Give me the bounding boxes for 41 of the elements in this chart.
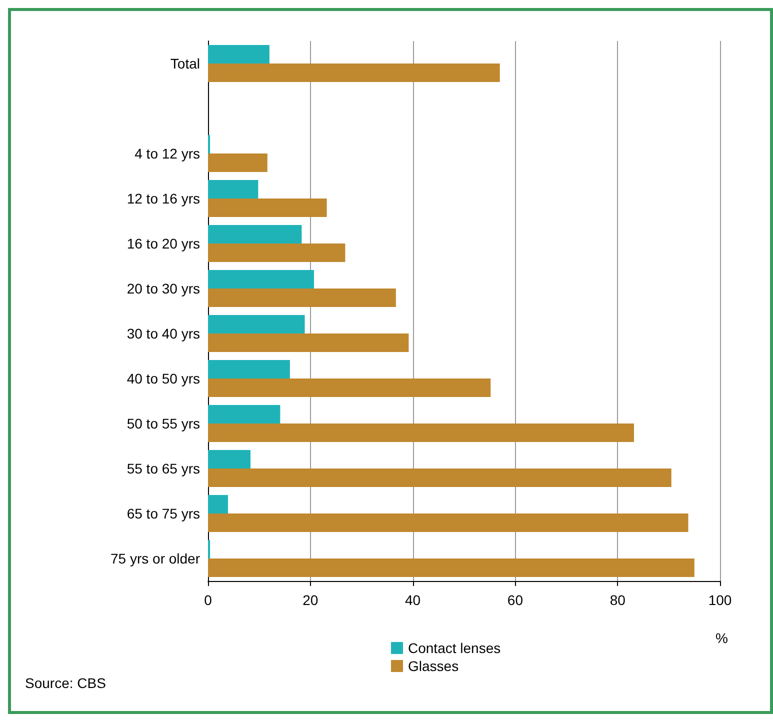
bar <box>208 244 346 262</box>
bar <box>208 468 672 487</box>
bar <box>208 334 409 352</box>
y-tick-label: 65 to 75 yrs <box>126 506 200 522</box>
bar <box>208 154 268 172</box>
bar <box>208 424 634 442</box>
x-axis-title: % <box>716 630 728 646</box>
legend-label: Glasses <box>408 658 459 674</box>
bar <box>208 180 258 198</box>
x-tick-label: 20 <box>302 592 318 608</box>
y-tick-label: 20 to 30 yrs <box>126 280 200 296</box>
bar <box>208 558 694 577</box>
bar <box>208 270 314 288</box>
bar <box>208 315 305 334</box>
bar <box>208 198 327 217</box>
y-tick-label: 75 yrs or older <box>110 550 200 566</box>
y-tick-label: 30 to 40 yrs <box>126 326 200 342</box>
bar <box>208 45 270 64</box>
y-tick-label: 55 to 65 yrs <box>126 460 200 476</box>
x-tick-label: 100 <box>708 592 732 608</box>
legend-label: Contact lenses <box>408 640 501 656</box>
bar <box>208 450 250 468</box>
bar <box>208 225 302 244</box>
x-tick-label: 60 <box>507 592 524 608</box>
x-tick-label: 0 <box>204 592 212 608</box>
y-tick-label: 50 to 55 yrs <box>126 416 200 432</box>
bar <box>208 514 688 532</box>
bar <box>208 360 290 378</box>
bar <box>208 288 396 307</box>
bar <box>208 378 491 397</box>
bar <box>208 405 280 424</box>
x-tick-label: 40 <box>405 592 421 608</box>
y-tick-label: 12 to 16 yrs <box>126 190 200 206</box>
source-note: Source: CBS <box>25 675 106 691</box>
x-tick-label: 80 <box>610 592 626 608</box>
y-tick-label: 16 to 20 yrs <box>126 236 200 252</box>
y-tick-label: Total <box>170 56 200 72</box>
y-tick-label: 4 to 12 yrs <box>134 146 200 162</box>
bar <box>208 495 228 514</box>
bar <box>208 64 500 82</box>
y-tick-label: 40 to 50 yrs <box>126 370 200 386</box>
